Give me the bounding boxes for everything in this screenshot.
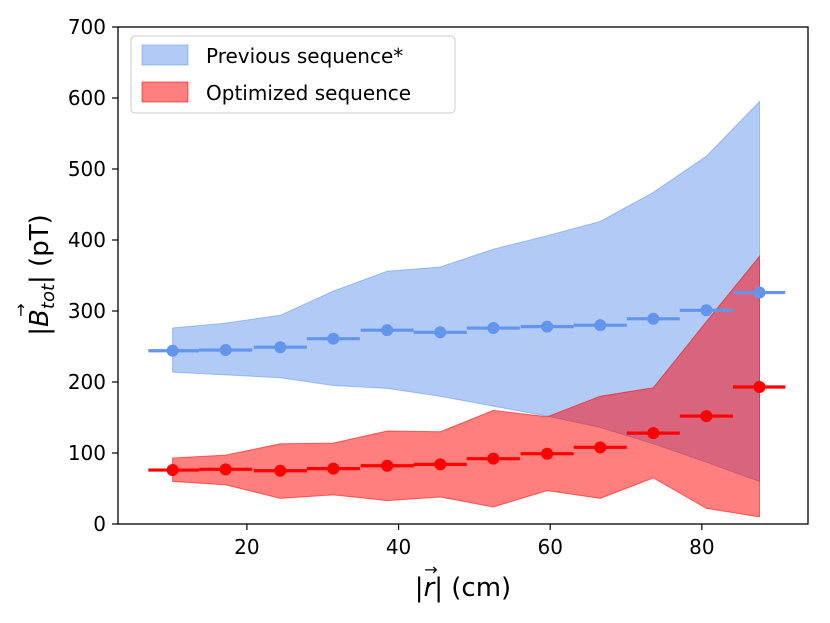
- point-previous-sequence: [487, 322, 500, 335]
- markers-layer: [148, 286, 786, 477]
- y-tick-label: 200: [68, 370, 106, 394]
- point-optimized-sequence: [166, 464, 179, 477]
- point-previous-sequence: [541, 320, 554, 333]
- point-optimized-sequence: [434, 458, 447, 471]
- x-axis-label: |r| (cm): [415, 573, 511, 603]
- x-tick-label: 40: [386, 535, 411, 559]
- y-tick-label: 500: [68, 157, 106, 181]
- point-previous-sequence: [434, 326, 447, 339]
- x-axis-label-arrow: →: [424, 560, 437, 579]
- y-tick-label: 700: [68, 15, 106, 39]
- band-optimized-sequence: [172, 254, 760, 518]
- y-axis-ticks: 0 100 200 300 400 500 600 700: [68, 15, 118, 536]
- point-optimized-sequence: [274, 464, 287, 477]
- point-previous-sequence: [327, 332, 340, 345]
- y-tick-label: 600: [68, 86, 106, 110]
- legend-box: [130, 35, 456, 114]
- plot-frame: [117, 26, 809, 525]
- point-previous-sequence: [753, 286, 766, 299]
- point-optimized-sequence: [647, 427, 660, 440]
- y-tick-label: 300: [68, 299, 106, 323]
- x-axis-ticks: 20 40 60 80: [234, 524, 715, 559]
- legend-swatch-optimized: [141, 81, 189, 103]
- x-tick-label: 20: [234, 535, 259, 559]
- x-tick-label: 80: [689, 535, 714, 559]
- point-previous-sequence: [381, 324, 394, 337]
- point-previous-sequence: [274, 341, 287, 354]
- point-optimized-sequence: [594, 441, 607, 454]
- legend-label-optimized: Optimized sequence: [206, 81, 411, 105]
- point-optimized-sequence: [327, 462, 340, 475]
- y-tick-label: 100: [68, 441, 106, 465]
- point-previous-sequence: [166, 344, 179, 357]
- point-optimized-sequence: [700, 410, 713, 423]
- y-tick-label: 400: [68, 228, 106, 252]
- point-previous-sequence: [594, 319, 607, 332]
- point-optimized-sequence: [487, 452, 500, 465]
- point-optimized-sequence: [381, 459, 394, 472]
- point-previous-sequence: [700, 304, 713, 317]
- point-optimized-sequence: [541, 447, 554, 460]
- point-optimized-sequence: [753, 380, 766, 393]
- legend-label-previous: Previous sequence*: [206, 44, 403, 68]
- x-tick-label: 60: [537, 535, 562, 559]
- y-axis-label: |Btot| (pT): [25, 214, 59, 335]
- legend: Previous sequence* Optimized sequence: [130, 35, 456, 114]
- point-previous-sequence: [219, 344, 232, 357]
- point-previous-sequence: [647, 312, 660, 325]
- y-tick-label: 0: [93, 512, 106, 536]
- bands-layer: [172, 100, 760, 518]
- point-optimized-sequence: [219, 463, 232, 476]
- y-axis-label-arrow: →: [11, 303, 30, 316]
- legend-swatch-previous: [141, 44, 189, 66]
